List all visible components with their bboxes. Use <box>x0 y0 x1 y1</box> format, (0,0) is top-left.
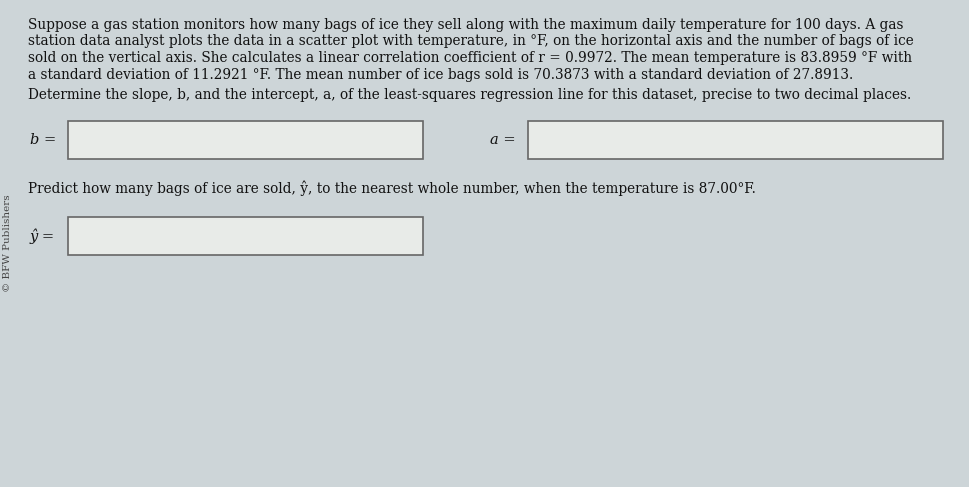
FancyBboxPatch shape <box>68 120 422 158</box>
FancyBboxPatch shape <box>527 120 942 158</box>
Text: ŷ =: ŷ = <box>30 228 55 244</box>
Text: Determine the slope, b, and the intercept, a, of the least-squares regression li: Determine the slope, b, and the intercep… <box>28 88 910 102</box>
Text: a standard deviation of 11.2921 °F. The mean number of ice bags sold is 70.3873 : a standard deviation of 11.2921 °F. The … <box>28 68 853 81</box>
Text: sold on the vertical axis. She calculates a linear correlation coefficient of r : sold on the vertical axis. She calculate… <box>28 51 911 65</box>
Text: station data analyst plots the data in a scatter plot with temperature, in °F, o: station data analyst plots the data in a… <box>28 35 913 49</box>
FancyBboxPatch shape <box>68 217 422 255</box>
Text: Suppose a gas station monitors how many bags of ice they sell along with the max: Suppose a gas station monitors how many … <box>28 18 902 32</box>
Text: Predict how many bags of ice are sold, ŷ, to the nearest whole number, when the : Predict how many bags of ice are sold, ŷ… <box>28 181 755 196</box>
Text: a =: a = <box>489 132 516 147</box>
Text: © BFW Publishers: © BFW Publishers <box>4 194 13 292</box>
Text: b =: b = <box>30 132 56 147</box>
